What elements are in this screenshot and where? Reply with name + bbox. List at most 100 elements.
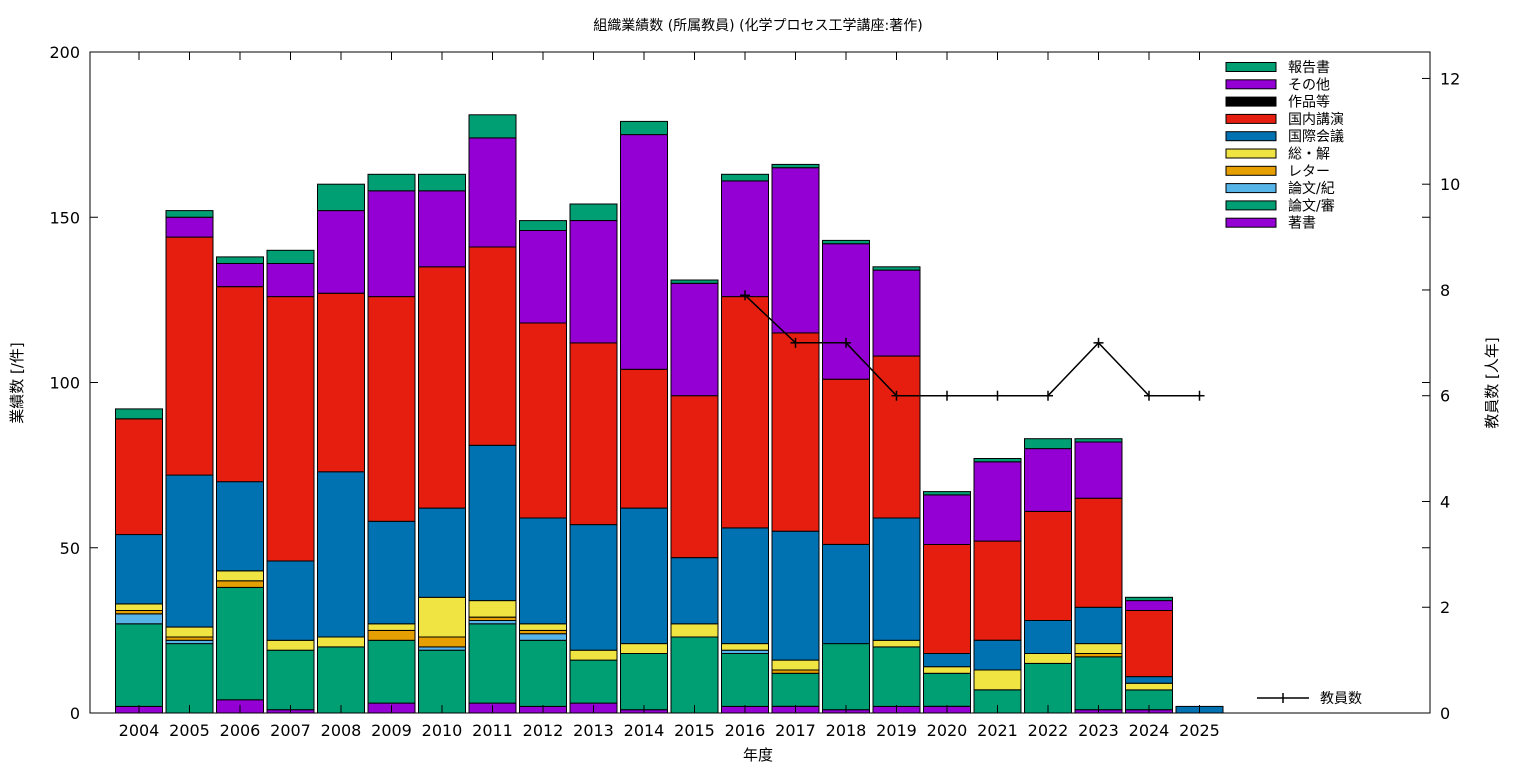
- legend-swatch: [1225, 183, 1277, 194]
- faculty-point-2024: [1144, 390, 1154, 401]
- legend-swatch: [1225, 96, 1277, 107]
- x-tick-label-2015: 2015: [674, 721, 715, 740]
- bar-segment-2017-8: [771, 167, 820, 334]
- faculty-line-group: [740, 290, 1205, 401]
- x-tick-label-2004: 2004: [119, 721, 160, 740]
- legend-swatch: [1225, 165, 1277, 176]
- legend-item-5: 国際会議: [1225, 128, 1344, 145]
- y-tick-label: 200: [49, 43, 80, 62]
- bar-segment-2019-5: [872, 517, 921, 641]
- bar-segment-2024-8: [1125, 600, 1173, 611]
- x-tick-label-2013: 2013: [573, 721, 614, 740]
- legend-label: 国内講演: [1288, 112, 1344, 128]
- bar-segment-2008-1: [317, 646, 365, 714]
- legend-item-faculty: 教員数: [1257, 691, 1362, 707]
- bar-segment-2009-5: [367, 520, 416, 625]
- bar-segment-2016-1: [721, 653, 769, 707]
- bar-segment-2013-6: [569, 342, 618, 526]
- x-tick-label-2018: 2018: [826, 721, 867, 740]
- bar-segment-2015-5: [670, 557, 719, 625]
- chart-title: 組織業績数 (所属教員) (化学プロセス工学講座:著作): [593, 18, 922, 34]
- bar-segment-2016-4: [721, 643, 769, 651]
- bar-segment-2021-8: [973, 461, 1022, 542]
- legend-item-0: 著書: [1225, 216, 1316, 232]
- bar-segment-2021-4: [973, 669, 1022, 691]
- legend-label: 作品等: [1288, 94, 1330, 111]
- bar-segment-2006-8: [216, 263, 264, 288]
- bar-segment-2006-6: [216, 286, 264, 483]
- bar-segment-2010-4: [418, 596, 466, 638]
- y2-axis-title: 教員数 [人年]: [1483, 337, 1501, 428]
- bar-segment-2016-8: [721, 180, 769, 298]
- bar-segment-2024-6: [1125, 610, 1173, 678]
- x-tick-label-2023: 2023: [1078, 721, 1119, 740]
- x-tick-label-2010: 2010: [422, 721, 463, 740]
- bar-segment-2018-6: [822, 378, 870, 545]
- x-tick-label-2011: 2011: [472, 721, 513, 740]
- bar-segment-2018-1: [822, 643, 870, 711]
- bar-segment-2012-8: [519, 230, 567, 324]
- legend-label: 総・解: [1288, 147, 1330, 163]
- bar-segment-2007-8: [266, 263, 315, 298]
- x-tick-label-2022: 2022: [1028, 721, 1069, 740]
- bar-segment-2011-1: [468, 623, 517, 704]
- legend-item-1: 論文/審: [1225, 198, 1335, 214]
- axis-ticks: 0 50 100 150 200 0 2 4 6 8 10 12 2004 2005 2006 2007 200…: [49, 43, 1460, 740]
- bar-segment-2023-9: [1074, 438, 1123, 443]
- bar-segment-2007-5: [266, 560, 315, 641]
- bar-segment-2013-4: [569, 649, 618, 661]
- bar-segment-2022-4: [1024, 653, 1072, 664]
- bar-segment-2023-5: [1074, 606, 1123, 645]
- legend-label: 著書: [1288, 216, 1316, 232]
- x-tick-label-2025: 2025: [1179, 721, 1220, 740]
- y-tick-label: 150: [49, 208, 80, 227]
- y2-tick-label: 2: [1440, 598, 1450, 617]
- bar-segment-2014-5: [620, 507, 668, 645]
- legend-item-7: 作品等: [1225, 94, 1330, 111]
- bar-segment-2010-5: [418, 507, 466, 598]
- bar-segment-2008-9: [317, 183, 365, 212]
- bar-segment-2024-4: [1125, 682, 1173, 691]
- bar-segment-2020-8: [923, 494, 971, 545]
- legend-swatch: [1225, 131, 1277, 142]
- bar-segment-2017-1: [771, 672, 820, 707]
- bar-segment-2004-5: [115, 534, 163, 605]
- bar-segment-2015-4: [670, 623, 719, 638]
- legend-item-4: 総・解: [1225, 147, 1330, 163]
- legend-swatch: [1225, 62, 1277, 72]
- x-tick-label-2024: 2024: [1129, 721, 1170, 740]
- faculty-point-2023: [1093, 337, 1104, 348]
- x-tick-label-2009: 2009: [371, 721, 412, 740]
- faculty-point-2021: [992, 390, 1003, 401]
- bar-segment-2012-5: [519, 517, 567, 625]
- bar-segment-2016-5: [721, 527, 769, 645]
- bar-segment-2019-9: [872, 266, 921, 271]
- bar-segment-2015-9: [670, 279, 719, 284]
- bar-segment-2024-9: [1125, 596, 1173, 602]
- bar-segment-2008-6: [317, 292, 365, 473]
- y-axis-title: 業績数 [/件]: [8, 342, 26, 424]
- bar-segment-2006-5: [216, 481, 264, 572]
- y2-tick-label: 6: [1440, 387, 1450, 406]
- bar-segment-2015-6: [670, 395, 719, 559]
- bar-segment-2019-4: [872, 639, 921, 648]
- y2-tick-label: 8: [1440, 281, 1450, 300]
- bar-segment-2011-4: [468, 600, 517, 618]
- legend-item-9: 報告書: [1225, 60, 1330, 76]
- y-tick-label: 100: [49, 374, 80, 393]
- bar-segment-2007-1: [266, 649, 315, 711]
- bar-segment-2013-8: [569, 220, 618, 344]
- legend-swatch: [1225, 79, 1277, 90]
- bar-segment-2015-1: [670, 636, 719, 714]
- bar-segment-2004-4: [115, 603, 163, 612]
- bar-segment-2009-4: [367, 623, 416, 631]
- x-tick-label-2005: 2005: [169, 721, 210, 740]
- x-tick-label-2019: 2019: [876, 721, 917, 740]
- bar-segment-2014-6: [620, 368, 668, 509]
- bar-segment-2014-4: [620, 643, 668, 654]
- legend-item-3: レター: [1225, 164, 1330, 180]
- legend-item-2: 論文/紀: [1225, 181, 1335, 197]
- bar-segment-2019-8: [872, 269, 921, 357]
- bar-segment-2010-1: [418, 649, 466, 714]
